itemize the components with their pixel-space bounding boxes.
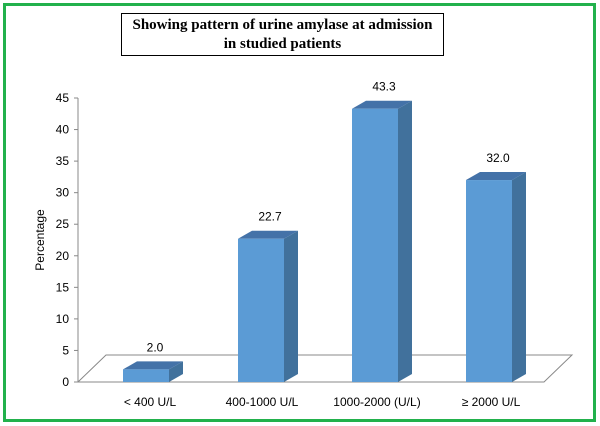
bar-side (284, 230, 298, 382)
y-tick-label: 5 (62, 343, 69, 357)
bar-front (238, 238, 284, 382)
x-category-label: < 400 U/L (124, 395, 177, 409)
y-tick-label: 20 (56, 249, 70, 263)
x-category-label: ≥ 2000 U/L (462, 395, 521, 409)
y-axis-label: Percentage (33, 209, 47, 271)
bar-side (169, 361, 183, 382)
bar-top (123, 361, 183, 370)
bar-front (352, 108, 398, 383)
bar-top (466, 172, 526, 181)
y-tick-label: 10 (56, 312, 70, 326)
y-tick-label: 0 (62, 375, 69, 389)
chart-title-line-2: in studied patients (223, 36, 342, 52)
y-tick-label: 25 (56, 217, 70, 231)
bar-top (238, 230, 298, 239)
bar (123, 361, 183, 382)
x-category-label: 1000-2000 (U/L) (333, 395, 420, 409)
bar-value-label: 2.0 (147, 340, 164, 354)
y-tick-label: 35 (56, 154, 70, 168)
bar (352, 100, 412, 383)
y-tick-label: 45 (56, 91, 70, 105)
bar-front (466, 180, 512, 382)
chart-title: Showing pattern of urine amylase at admi… (121, 13, 444, 56)
x-category-label: 400-1000 U/L (226, 395, 299, 409)
bar-side (398, 100, 412, 383)
chart-title-line-1: Showing pattern of urine amylase at admi… (132, 17, 433, 33)
bar-top (352, 100, 412, 109)
bar-value-label: 22.7 (258, 210, 282, 224)
y-tick-label: 15 (56, 280, 70, 294)
bar-side (512, 172, 526, 382)
y-tick-label: 40 (56, 123, 70, 137)
bar-value-label: 43.3 (372, 80, 396, 94)
bar (238, 230, 298, 382)
bar (466, 172, 526, 382)
bar-front (123, 369, 169, 382)
bar-value-label: 32.0 (486, 151, 510, 165)
y-tick-label: 30 (56, 186, 70, 200)
